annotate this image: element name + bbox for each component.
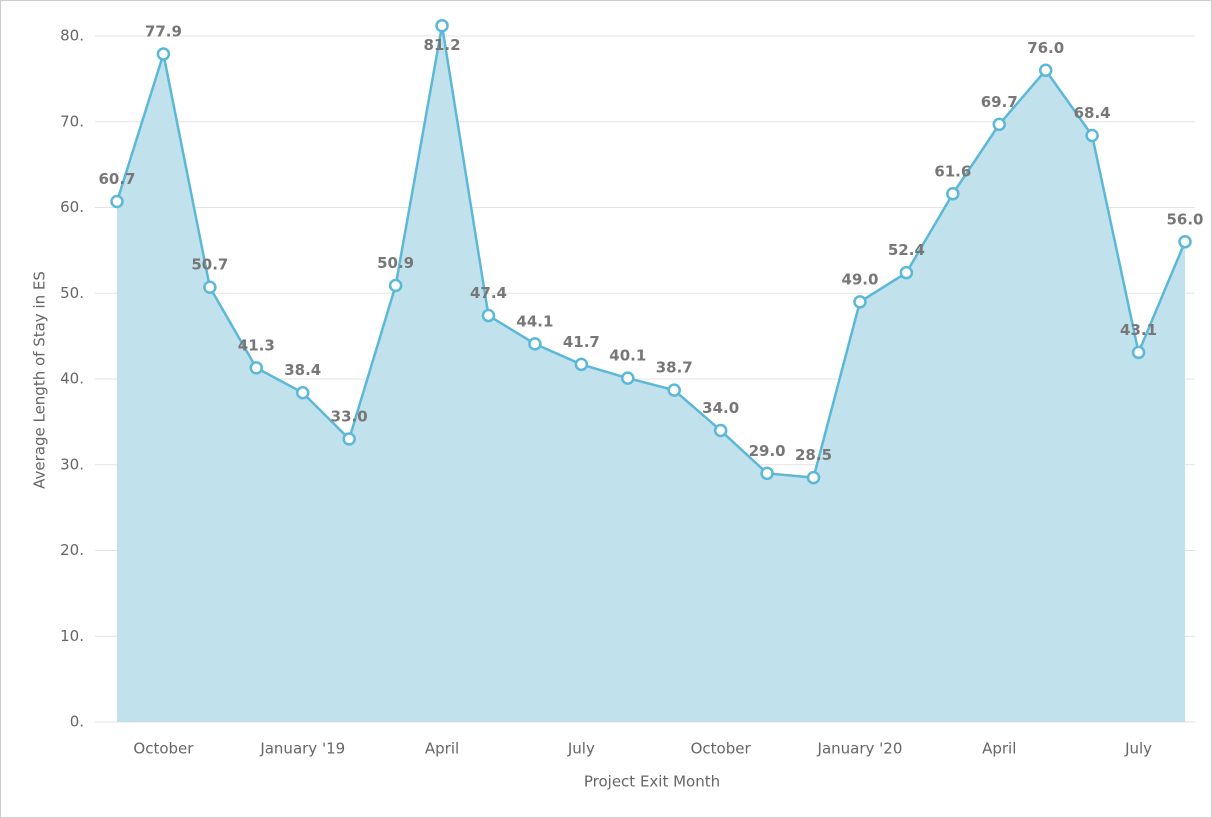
point <box>667 383 681 397</box>
y-tick-label: 20. <box>60 541 84 559</box>
value-label: 41.3 <box>238 336 275 354</box>
y-tick-label: 30. <box>60 455 84 473</box>
x-tick-label: July <box>567 740 595 758</box>
point <box>806 470 821 485</box>
point <box>295 385 310 400</box>
value-label: 33.0 <box>331 408 368 426</box>
x-tick-label: January '20 <box>817 740 903 758</box>
x-axis-title: Project Exit Month <box>584 773 720 791</box>
value-label: 29.0 <box>749 442 786 460</box>
value-label: 60.7 <box>98 170 135 188</box>
point <box>853 295 867 309</box>
point <box>899 265 914 280</box>
point <box>435 18 449 33</box>
y-tick-label: 60. <box>60 198 84 216</box>
point <box>249 361 264 375</box>
point <box>203 280 217 294</box>
value-label: 43.1 <box>1120 321 1157 339</box>
area-fill <box>117 25 1185 722</box>
point <box>621 371 635 385</box>
point <box>1038 63 1053 78</box>
point <box>713 423 728 438</box>
point <box>388 278 403 293</box>
value-label: 68.4 <box>1074 104 1111 122</box>
value-label: 40.1 <box>609 347 646 365</box>
value-label: 41.7 <box>563 333 600 351</box>
value-label: 47.4 <box>470 284 507 302</box>
x-tick-label: October <box>133 740 194 758</box>
point <box>574 357 589 372</box>
value-label: 77.9 <box>145 23 182 41</box>
x-tick-label: January '19 <box>259 740 345 758</box>
point <box>528 337 542 351</box>
y-tick-label: 80. <box>60 27 84 45</box>
point <box>156 47 171 61</box>
value-label: 38.4 <box>284 361 321 379</box>
point <box>760 466 774 481</box>
value-label: 81.2 <box>424 36 461 54</box>
value-label: 52.4 <box>888 241 925 259</box>
value-label: 76.0 <box>1027 39 1064 57</box>
point <box>946 187 960 201</box>
value-label: 50.7 <box>191 256 228 274</box>
x-tick-label: July <box>1124 740 1152 758</box>
y-tick-label: 70. <box>60 112 84 130</box>
value-label: 56.0 <box>1166 210 1203 228</box>
y-tick-label: 10. <box>60 627 84 645</box>
point <box>1178 235 1192 249</box>
value-label: 49.0 <box>841 270 878 288</box>
y-axis-title: Average Length of Stay in ES <box>31 271 49 489</box>
value-label: 69.7 <box>981 93 1018 111</box>
line <box>115 25 1187 479</box>
point <box>1131 345 1146 360</box>
y-tick-label: 50. <box>60 284 84 302</box>
point <box>1085 128 1099 143</box>
point <box>342 432 356 446</box>
value-label: 28.5 <box>795 446 832 464</box>
value-label: 38.7 <box>656 359 693 377</box>
value-label: 44.1 <box>516 312 553 330</box>
x-tick-label: April <box>425 740 459 758</box>
value-label: 61.6 <box>934 162 971 180</box>
value-label: 34.0 <box>702 399 739 417</box>
y-tick-label: 0. <box>70 713 84 731</box>
point <box>481 308 496 323</box>
x-tick-label: April <box>982 740 1016 758</box>
point <box>992 117 1007 132</box>
point <box>110 194 124 209</box>
x-tick-label: October <box>691 740 752 758</box>
value-label: 50.9 <box>377 254 414 272</box>
y-tick-label: 40. <box>60 370 84 388</box>
